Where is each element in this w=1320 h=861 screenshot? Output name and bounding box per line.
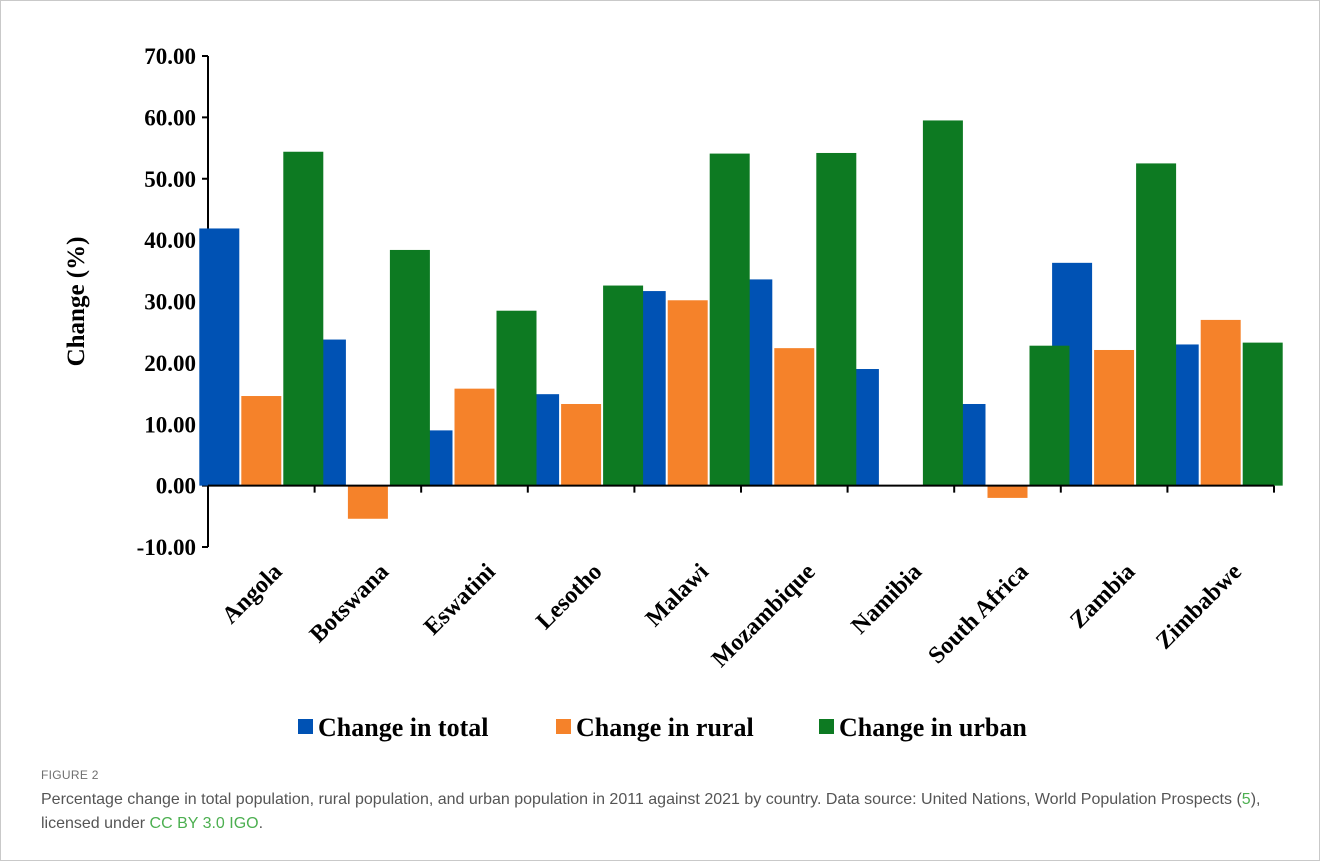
y-tick-label: 30.00 <box>144 290 196 315</box>
y-tick-label: 70.00 <box>144 44 196 69</box>
figure-caption: FIGURE 2 Percentage change in total popu… <box>41 768 1291 836</box>
bar <box>283 151 324 486</box>
legend-label: Change in total <box>318 713 488 742</box>
bar <box>987 485 1028 498</box>
y-axis-title: Change (%) <box>63 237 90 367</box>
caption-text-part: ), licensed under <box>41 791 1261 832</box>
legend-swatch <box>298 719 313 734</box>
x-tick-label: Eswatini <box>419 559 501 641</box>
caption-text-part: Percentage change in total population, r… <box>41 791 1242 808</box>
x-tick-label: Mozambique <box>707 559 821 673</box>
y-tick-label: 0.00 <box>156 474 196 499</box>
bar <box>603 285 644 486</box>
bar <box>1029 345 1070 486</box>
bar <box>454 388 495 486</box>
y-tick-label: 20.00 <box>144 351 196 376</box>
x-tick-label: Malawi <box>641 559 714 632</box>
legend-swatch <box>556 719 571 734</box>
bar <box>667 300 708 486</box>
figure-label: FIGURE 2 <box>41 768 99 782</box>
x-tick-label: Angola <box>217 559 287 629</box>
x-tick-label: Lesotho <box>531 559 607 635</box>
x-tick-label: South Africa <box>923 559 1033 669</box>
legend-label: Change in urban <box>839 713 1027 742</box>
bar <box>1242 342 1283 486</box>
y-tick-label: 40.00 <box>144 228 196 253</box>
y-tick-label: 60.00 <box>144 105 196 130</box>
bar <box>347 485 388 519</box>
bar <box>1136 163 1177 486</box>
x-tick-label: Zambia <box>1065 559 1140 634</box>
bar <box>199 228 240 486</box>
bar <box>774 348 815 486</box>
bar <box>922 120 963 486</box>
bar <box>561 403 602 486</box>
bar <box>1094 349 1135 486</box>
bar <box>1200 319 1241 486</box>
caption-text-part: . <box>258 815 264 832</box>
legend-swatch <box>819 719 834 734</box>
bar-chart: 70.00 60.00 50.00 40.00 30.00 20.00 10.00 0.00 -… <box>63 44 1283 742</box>
x-tick-label: Botswana <box>305 559 394 648</box>
y-tick-label: 10.00 <box>144 412 196 437</box>
bar <box>389 249 430 486</box>
legend-label: Change in rural <box>576 713 754 742</box>
caption-text: Percentage change in total population, r… <box>41 788 1291 836</box>
bar <box>816 152 857 486</box>
bar <box>709 153 750 486</box>
bar <box>496 310 537 486</box>
y-tick-label: 50.00 <box>144 167 196 192</box>
x-tick-label: Namibia <box>847 559 928 640</box>
bar <box>241 396 282 486</box>
reference-link[interactable]: 5 <box>1241 791 1251 808</box>
license-link[interactable]: CC BY 3.0 IGO <box>149 815 259 832</box>
y-tick-label: -10.00 <box>137 535 196 560</box>
x-tick-label: Zimbabwe <box>1151 559 1247 655</box>
